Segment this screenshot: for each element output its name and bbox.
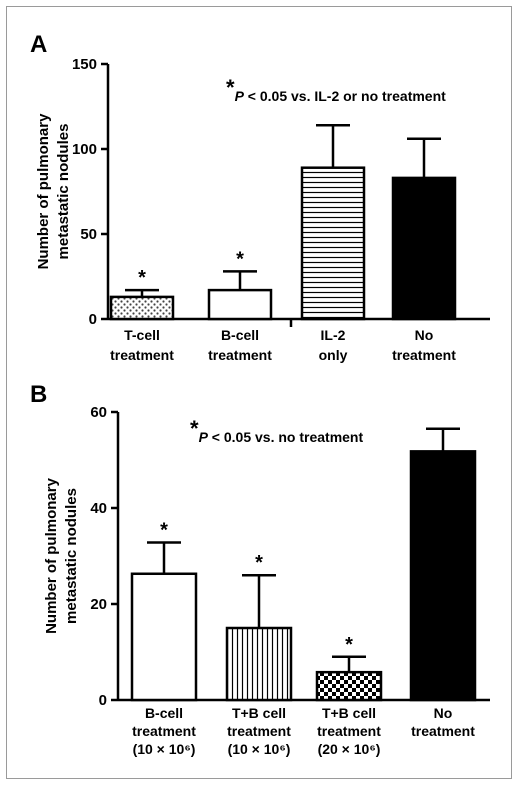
panel-b-category-label: T+B cell <box>232 705 286 721</box>
panel-b-y-axis-title: Number of pulmonary <box>43 477 60 634</box>
panel-a-y-tick-label: 100 <box>72 141 97 158</box>
panel-b-category-label: (10 × 10⁶) <box>228 741 291 757</box>
panel-b-category-label: (20 × 10⁶) <box>318 741 381 757</box>
panel-a-bar <box>109 295 175 321</box>
panel-a-bar <box>207 288 273 321</box>
panel-b-category-label: (10 × 10⁶) <box>133 741 196 757</box>
panel-b-y-tick-label: 60 <box>90 404 107 421</box>
panel-b-y-axis-title: metastatic nodules <box>63 488 80 624</box>
panel-b-significance-star: * <box>255 552 263 574</box>
panel-b-significance-note: *P < 0.05 vs. no treatment <box>190 416 363 445</box>
panel-a-category-label: treatment <box>208 347 272 363</box>
panel-a-y-tick-label: 150 <box>72 56 97 73</box>
panel-b-category-label: treatment <box>411 723 475 739</box>
panel-a-letter: A <box>30 31 47 58</box>
panel-a-bar <box>300 166 366 321</box>
panel-a-bar <box>391 176 457 321</box>
panel-a-category-label: B-cell <box>221 327 259 343</box>
panel-b-y-tick-label: 0 <box>99 692 107 709</box>
panel-a-significance-note: *P < 0.05 vs. IL-2 or no treatment <box>226 75 446 104</box>
panel-a-category-label: No <box>415 327 434 343</box>
panel-a-category-label: treatment <box>110 347 174 363</box>
panel-b-category-label: B-cell <box>145 705 183 721</box>
panel-b-bar <box>315 670 383 702</box>
panel-b-significance-star: * <box>160 520 168 542</box>
panel-b-bar <box>409 450 477 702</box>
panel-b-bar <box>130 572 198 702</box>
panel-b-category-label: No <box>434 705 453 721</box>
panel-b-y-tick-label: 40 <box>90 500 107 517</box>
figure-frame <box>6 6 512 779</box>
panel-a-category-label: treatment <box>392 347 456 363</box>
panel-a-y-axis-title: Number of pulmonary <box>35 113 52 270</box>
panel-b-letter: B <box>30 381 47 408</box>
panel-b-y-tick-label: 20 <box>90 596 107 613</box>
panel-b-category-label: treatment <box>132 723 196 739</box>
panel-a-y-tick-label: 0 <box>89 311 97 328</box>
panel-b-category-label: T+B cell <box>322 705 376 721</box>
panel-a-significance-star: * <box>236 248 244 270</box>
panel-b-bar <box>225 626 293 702</box>
panel-a-category-label: IL-2 <box>321 327 346 343</box>
panel-a-y-tick-label: 50 <box>80 226 97 243</box>
panel-b-significance-star: * <box>345 634 353 656</box>
panel-a-significance-star: * <box>138 267 146 289</box>
panel-a-category-label: only <box>319 347 348 363</box>
panel-a-category-label: T-cell <box>124 327 160 343</box>
panel-b-category-label: treatment <box>317 723 381 739</box>
panel-b-category-label: treatment <box>227 723 291 739</box>
panel-a-y-axis-title: metastatic nodules <box>55 124 72 260</box>
